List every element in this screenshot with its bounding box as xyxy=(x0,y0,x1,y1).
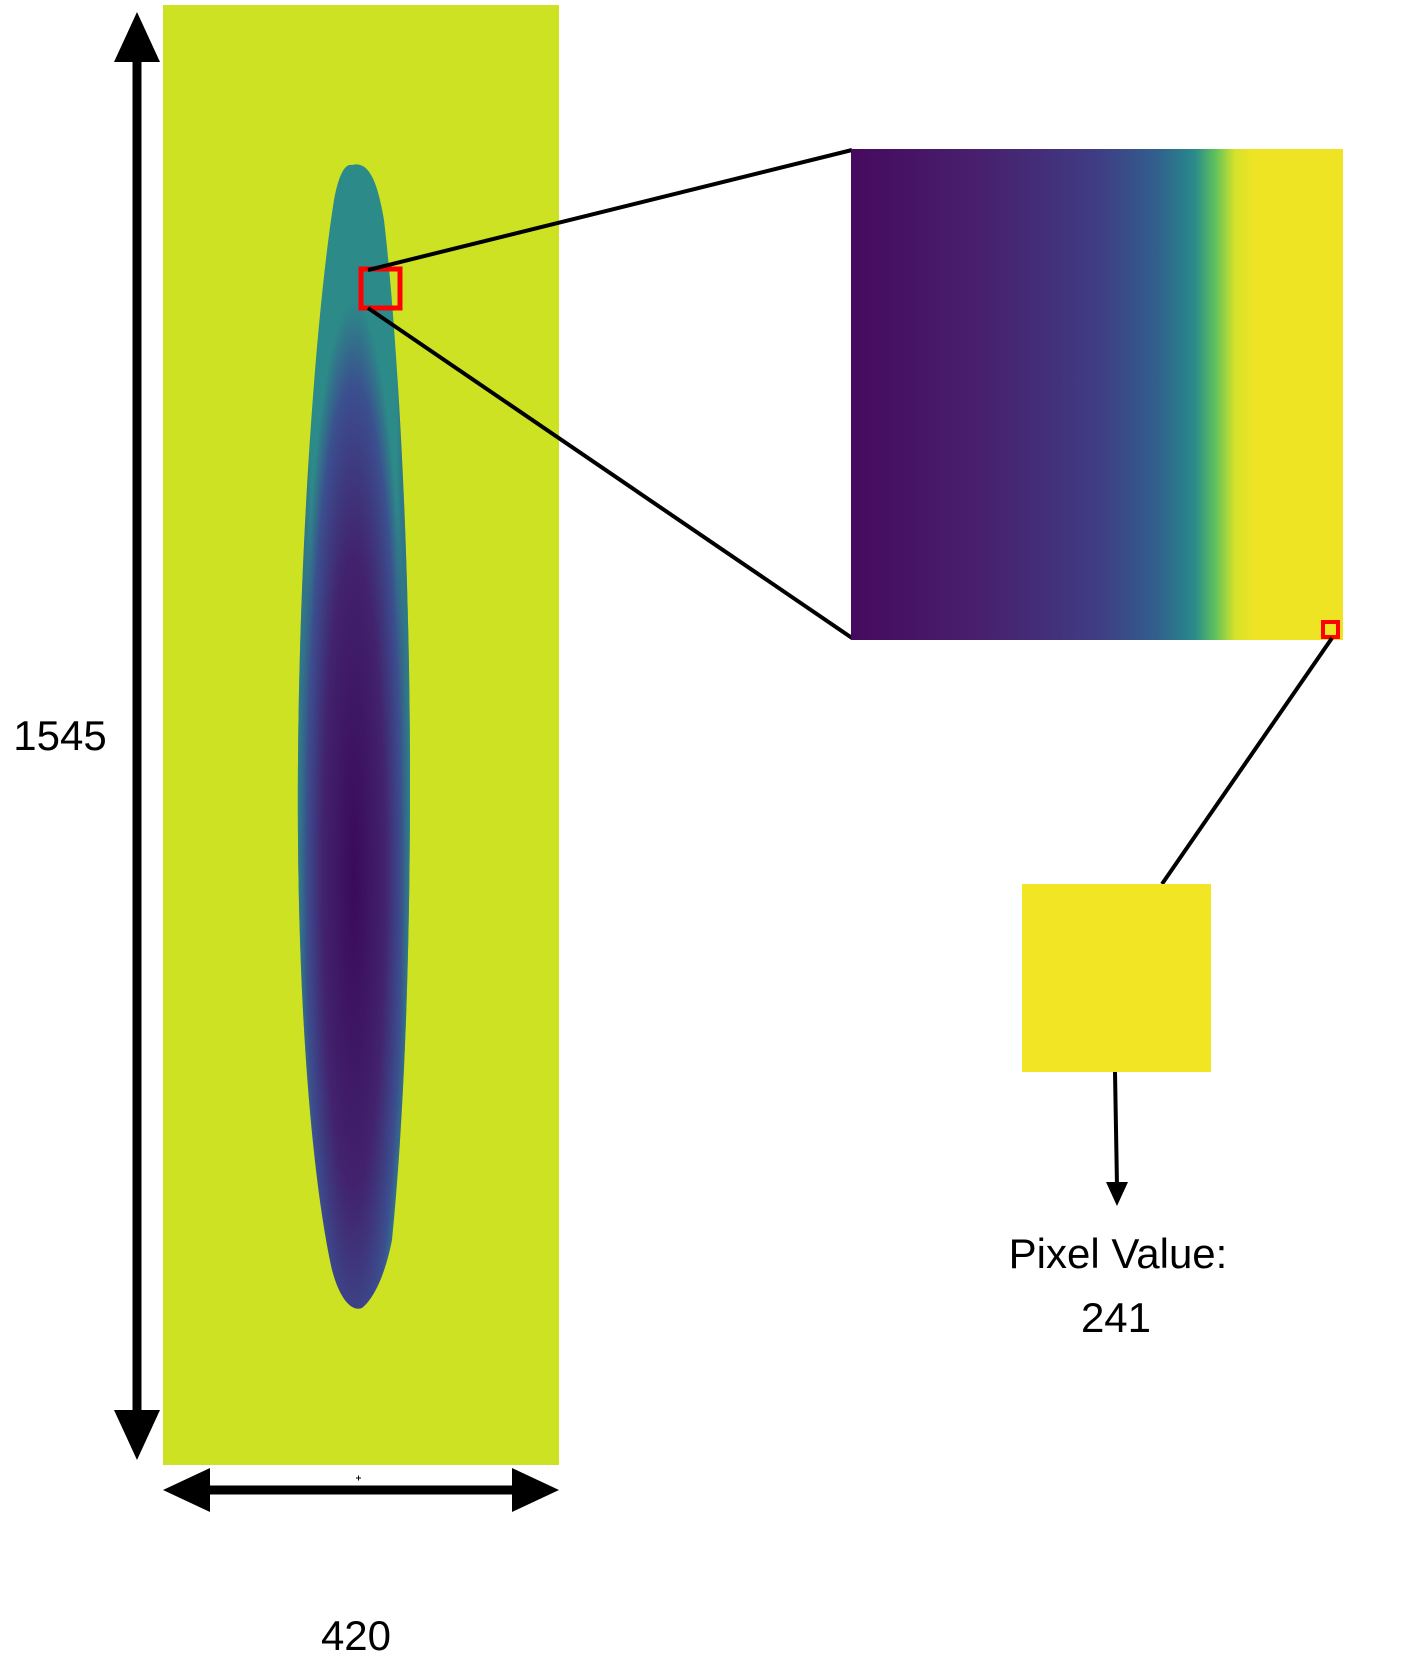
pixel-connector-line xyxy=(1160,636,1334,886)
pixel-value-label: Pixel Value: xyxy=(1009,1230,1228,1277)
width-label: 420 xyxy=(321,1612,391,1659)
height-label: 1545 xyxy=(13,712,106,759)
zoom-connector-lines xyxy=(366,148,854,640)
readout-arrow xyxy=(1106,1071,1128,1206)
zoom-region-box xyxy=(358,266,403,311)
center-marker xyxy=(356,1475,361,1481)
height-dimension-arrow xyxy=(114,12,160,1460)
width-dimension-arrow xyxy=(163,1468,559,1512)
pixel-value-number: 241 xyxy=(1081,1294,1151,1341)
pixel-region-center xyxy=(1329,628,1332,631)
zoomed-panel xyxy=(851,149,1343,640)
droplet-shape xyxy=(297,164,410,1309)
pixel-swatch xyxy=(1022,884,1211,1072)
